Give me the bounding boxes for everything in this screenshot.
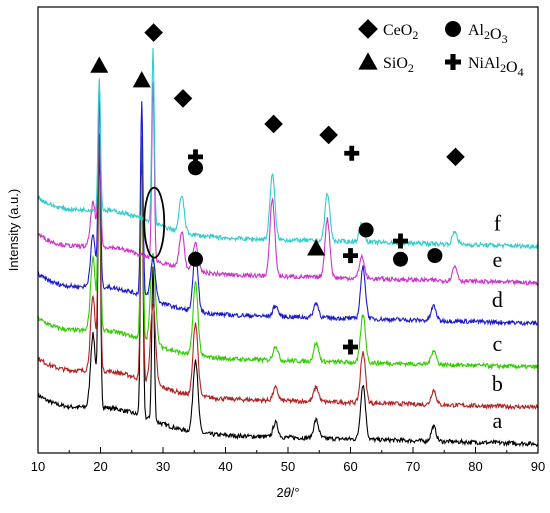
peak-marker-plus-6 <box>344 145 360 161</box>
legend-marker-circle <box>445 21 461 37</box>
legend-label: CeO2 <box>383 22 418 42</box>
y-axis-label: Intensity (a.u.) <box>6 189 21 271</box>
peak-marker-diamond-5 <box>319 125 338 145</box>
annotation-layer <box>90 23 465 355</box>
peak-marker-plus-13 <box>393 233 408 249</box>
x-axis-ticks: 10 20 30 40 50 60 70 80 90 <box>31 447 545 474</box>
peak-marker-circle-9 <box>188 160 203 176</box>
legend-label: Al2O3 <box>468 22 508 46</box>
x-tick-label: 30 <box>156 459 170 474</box>
series-line-c <box>37 97 539 371</box>
series-label-d: d <box>492 287 503 312</box>
series-line-b <box>37 133 538 411</box>
peak-marker-diamond-3 <box>173 89 193 108</box>
x-tick-label: 60 <box>343 459 357 474</box>
series-label-f: f <box>494 210 502 235</box>
x-tick-label: 20 <box>93 459 107 474</box>
series-line-e <box>37 82 539 287</box>
x-tick-label: 80 <box>468 459 482 474</box>
peak-marker-circle-14 <box>393 251 408 267</box>
peak-marker-circle-15 <box>427 248 443 264</box>
peak-marker-plus-8 <box>188 149 204 165</box>
peak-marker-triangle-1 <box>90 56 109 73</box>
peak-marker-circle-10 <box>358 222 374 238</box>
series-line-a <box>37 143 539 448</box>
series-label-c: c <box>492 331 502 356</box>
peak-marker-diamond-7 <box>446 147 465 167</box>
x-tick-label: 10 <box>31 459 45 474</box>
legend-label: SiO2 <box>383 55 414 75</box>
x-tick-label: 40 <box>218 459 232 474</box>
legend-label: NiAl2O4 <box>468 55 524 79</box>
series-label-e: e <box>492 247 502 272</box>
x-tick-label: 70 <box>406 459 420 474</box>
peak-marker-plus-12 <box>343 248 358 264</box>
x-axis-label: 2θ/° <box>276 485 299 500</box>
peak-marker-circle-16 <box>188 251 203 267</box>
series-line-d <box>37 94 539 327</box>
legend-marker-plus <box>445 54 461 70</box>
legend-marker-triangle <box>358 52 378 70</box>
x-tick-label: 90 <box>531 459 545 474</box>
peak-marker-plus-17 <box>343 339 358 355</box>
x-tick-label: 50 <box>281 459 295 474</box>
series-label-b: b <box>492 371 503 396</box>
series-line-f <box>37 47 539 250</box>
peak-marker-triangle-2 <box>132 71 151 88</box>
legend: CeO2 Al2O3 SiO2 NiAl2O4 <box>358 19 524 79</box>
series-label-a: a <box>492 408 502 433</box>
peak-marker-diamond-0 <box>144 23 163 42</box>
legend-marker-diamond <box>358 19 378 39</box>
peak-marker-ellipse-18 <box>143 186 166 259</box>
peak-marker-diamond-4 <box>264 114 283 134</box>
plot-frame <box>37 6 539 454</box>
peak-marker-triangle-11 <box>307 239 326 256</box>
